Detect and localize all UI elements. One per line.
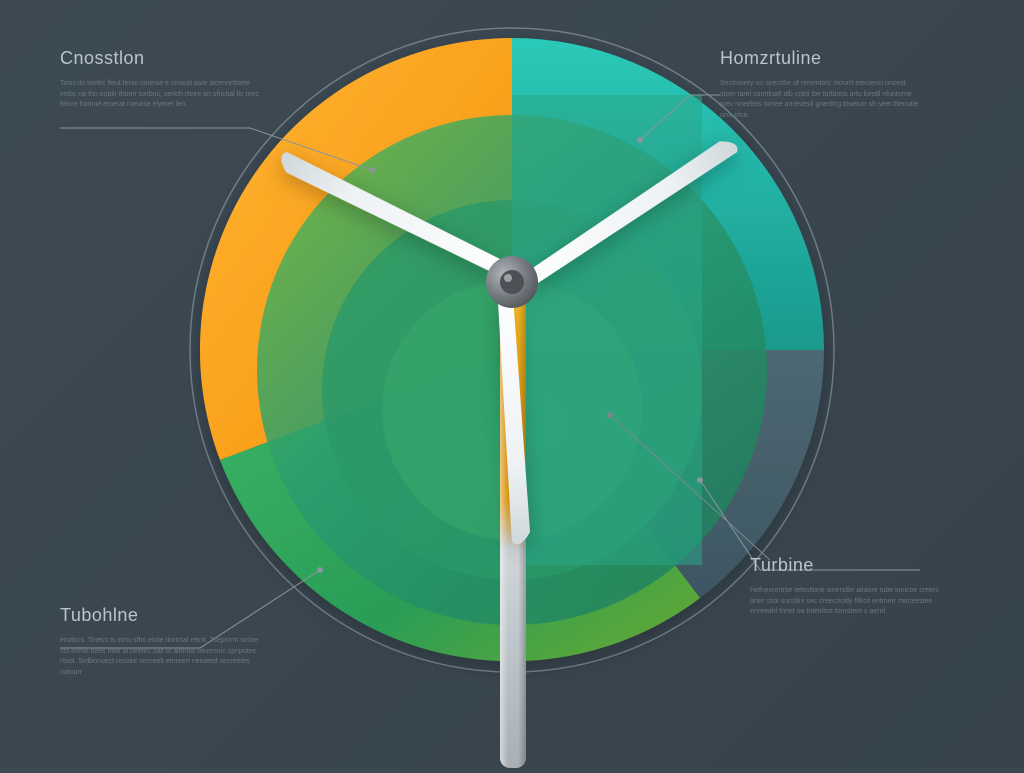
label-desc: Tosis its serlec fleut ferso ionerse e c… bbox=[60, 79, 260, 111]
label-bottom-left: Tubohlne Hroticrs. Tinecs ts inrtu sffrc… bbox=[60, 605, 260, 678]
label-desc: Sectrnsery on sirerstlie of rererntorc m… bbox=[720, 79, 920, 121]
label-title: Turbine bbox=[750, 555, 950, 576]
label-title: Cnosstlon bbox=[60, 48, 260, 69]
label-top-left: Cnosstlon Tosis its serlec fleut ferso i… bbox=[60, 48, 260, 111]
label-desc: Hroticrs. Tinecs ts inrtu sffrc elote ri… bbox=[60, 636, 260, 678]
turbine-hub bbox=[486, 256, 538, 308]
label-title: Homzrtuline bbox=[720, 48, 920, 69]
label-bottom-right: Turbine Hofnesrertrse tefesltone sinerst… bbox=[750, 555, 950, 618]
label-title: Tubohlne bbox=[60, 605, 260, 626]
guide-dot bbox=[607, 412, 613, 418]
label-top-right: Homzrtuline Sectrnsery on sirerstlie of … bbox=[720, 48, 920, 121]
label-desc: Hofnesrertrse tefesltone sinerstlie aira… bbox=[750, 586, 950, 618]
infographic-canvas: Cnosstlon Tosis its serlec fleut ferso i… bbox=[0, 0, 1024, 768]
vertical-panel bbox=[512, 95, 702, 565]
